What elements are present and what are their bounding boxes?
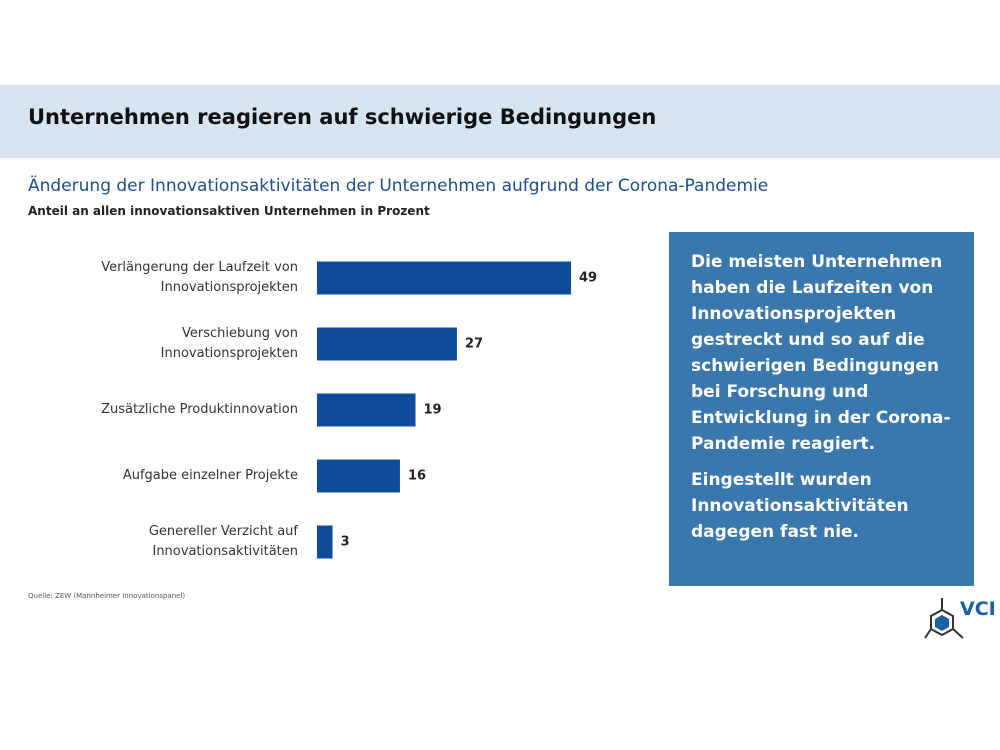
value-label: 27	[464, 336, 484, 352]
category-label: Verschiebung von Innovationsprojekten	[160, 326, 298, 361]
paragraph: Eingestellt wurden Innovationsaktivitäte…	[691, 470, 909, 542]
bar	[317, 459, 400, 493]
header-title: Unternehmen reagieren auf schwierige Bed…	[28, 105, 657, 129]
paragraph: Die meisten Unternehmen haben die Laufze…	[691, 252, 951, 454]
bar	[317, 393, 416, 427]
value-label: 49	[579, 270, 598, 286]
value-label: 16	[407, 468, 427, 484]
chart-title: Änderung der Innovationsaktivitäten der …	[28, 176, 769, 196]
bar-chart	[317, 261, 571, 559]
category-label: Aufgabe einzelner Projekte	[122, 468, 298, 483]
source-note: Quelle: ZEW (Mannheimer Innovationspanel…	[28, 592, 186, 600]
category-label: Verlängerung der Laufzeit von Innovation…	[101, 260, 298, 295]
chart-subtitle: Anteil an allen innovationsaktiven Unter…	[28, 204, 430, 218]
bar	[317, 525, 333, 559]
logo-text: VCI	[960, 598, 996, 620]
bar	[317, 327, 457, 361]
value-label: 19	[423, 402, 442, 418]
bar	[317, 261, 571, 295]
category-label: Zusätzliche Produktinnovation	[101, 402, 298, 417]
header-band: Unternehmen reagieren auf schwierige Bed…	[0, 85, 1000, 158]
text-box: Die meisten Unternehmen haben die Laufze…	[669, 232, 974, 586]
logo-icon	[924, 598, 964, 639]
category-label: Genereller Verzicht auf Innovationsaktiv…	[148, 524, 298, 559]
value-label: 3	[340, 534, 350, 550]
